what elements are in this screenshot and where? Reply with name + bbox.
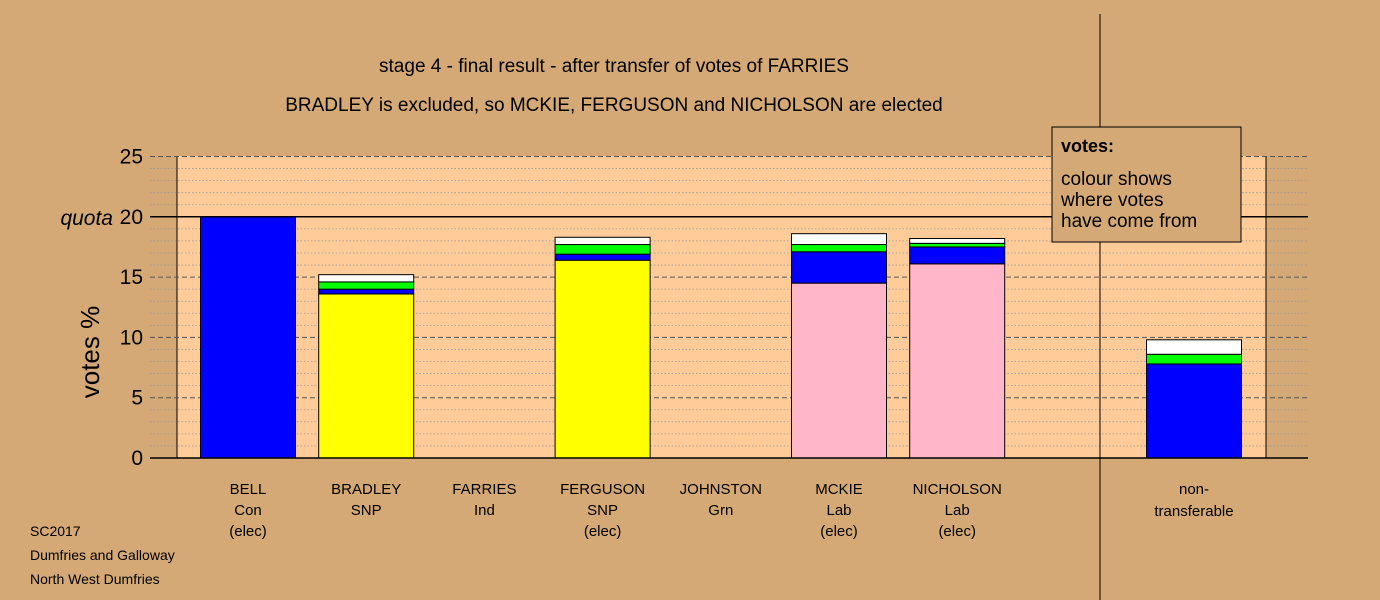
bar-mckie-segment-0 xyxy=(791,282,887,459)
y-axis-label: votes % xyxy=(75,306,105,399)
nontransferable-label-line1: non- xyxy=(1179,481,1209,498)
nontransferable-label-line2: transferable xyxy=(1154,503,1233,520)
y-tick-label: 20 xyxy=(120,206,143,229)
x-label-name: JOHNSTON xyxy=(680,481,762,498)
bar-nontransferable-segment-1 xyxy=(1146,353,1242,365)
footer-line-3: North West Dumfries xyxy=(30,571,160,587)
footer-line-1: SC2017 xyxy=(30,523,81,539)
x-label-party: SNP xyxy=(351,502,382,519)
legend: votes: colour shows where votes have com… xyxy=(1051,126,1242,243)
bar-nontransferable-segment-0 xyxy=(1146,363,1242,459)
bar-nicholson-segment-0 xyxy=(909,263,1006,459)
legend-box xyxy=(1051,126,1242,243)
y-tick-label: 10 xyxy=(120,326,143,349)
x-label-party: Con xyxy=(234,502,262,519)
x-label-party: Lab xyxy=(826,502,851,519)
y-tick-labels: 0 5 10 15 20 25 xyxy=(120,146,143,471)
legend-heading: votes: xyxy=(1061,136,1114,156)
x-label-name: BRADLEY xyxy=(331,481,401,498)
y-tick-label: 15 xyxy=(120,266,143,289)
bar-nicholson-segment-3 xyxy=(909,238,1006,244)
quota-label: quota xyxy=(60,207,113,230)
bar-mckie-segment-2 xyxy=(791,244,887,253)
bar-bell-segment-0 xyxy=(200,216,296,459)
legend-line-1: colour shows xyxy=(1061,169,1172,190)
x-label-name: NICHOLSON xyxy=(913,481,1002,498)
x-label-status: (elec) xyxy=(584,523,622,540)
x-label-status: (elec) xyxy=(229,523,267,540)
x-label-party: Grn xyxy=(708,502,733,519)
bar-bradley-segment-1 xyxy=(318,288,415,295)
bar-nicholson-segment-2 xyxy=(909,242,1006,248)
bar-nicholson-segment-1 xyxy=(909,246,1006,265)
y-tick-label: 25 xyxy=(120,146,143,169)
y-tick-label: 5 xyxy=(131,387,143,410)
legend-line-2: where votes xyxy=(1060,190,1163,211)
bar-ferguson-segment-0 xyxy=(554,259,651,459)
bar-bradley-segment-3 xyxy=(318,274,415,283)
x-label-status: (elec) xyxy=(938,523,976,540)
x-label-name: FERGUSON xyxy=(560,481,645,498)
x-label-party: Lab xyxy=(945,502,970,519)
x-label-name: BELL xyxy=(230,481,267,498)
x-label-name: FARRIES xyxy=(452,481,516,498)
bar-bradley-segment-2 xyxy=(318,281,415,290)
bar-ferguson-segment-2 xyxy=(554,244,651,255)
bar-nontransferable-segment-2 xyxy=(1146,339,1242,355)
y-tick-label: 0 xyxy=(131,447,143,470)
x-label-status: (elec) xyxy=(820,523,858,540)
x-label-name: MCKIE xyxy=(815,481,863,498)
legend-line-3: have come from xyxy=(1061,211,1197,232)
chart-subtitle: BRADLEY is excluded, so MCKIE, FERGUSON … xyxy=(285,95,943,116)
x-label-party: Ind xyxy=(474,502,495,519)
bar-bradley-segment-0 xyxy=(318,293,415,459)
x-label-party: SNP xyxy=(587,502,618,519)
bar-mckie-segment-3 xyxy=(791,233,887,246)
bars xyxy=(200,216,1242,459)
footer-line-2: Dumfries and Galloway xyxy=(30,547,175,563)
bar-mckie-segment-1 xyxy=(791,251,887,284)
x-tick-labels: BELL Con (elec) BRADLEY SNP FARRIES Ind FERGUSO… xyxy=(229,481,1002,540)
bar-ferguson-segment-3 xyxy=(554,236,651,246)
bar-ferguson-segment-1 xyxy=(554,253,651,261)
chart-title: stage 4 - final result - after transfer … xyxy=(379,56,849,77)
